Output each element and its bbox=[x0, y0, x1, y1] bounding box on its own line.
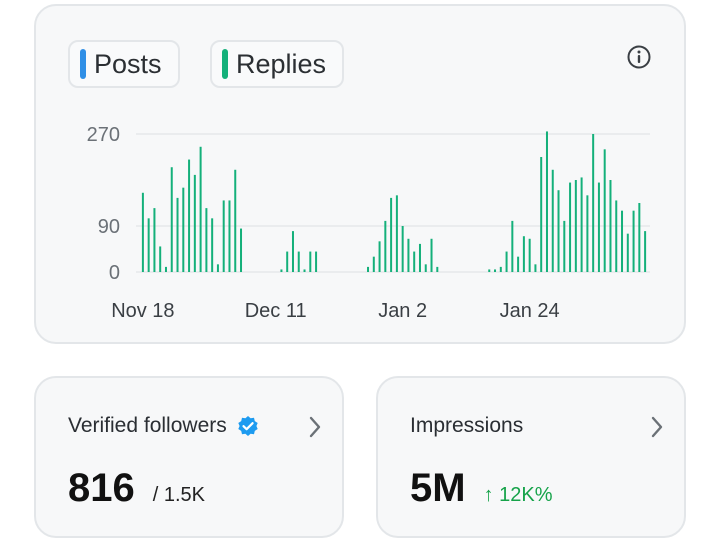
bar bbox=[280, 269, 283, 272]
y-tick-label: 270 bbox=[87, 124, 120, 146]
bar bbox=[176, 197, 179, 272]
bar-chart: 0 90 270 Nov 18 Dec 11 Jan 2 Jan 24 bbox=[87, 124, 650, 322]
bar bbox=[528, 238, 531, 272]
bar bbox=[367, 266, 370, 272]
bar bbox=[159, 246, 162, 272]
bar bbox=[597, 182, 600, 272]
bar bbox=[534, 264, 537, 272]
bar bbox=[644, 231, 647, 272]
replies-swatch bbox=[222, 49, 228, 79]
bar bbox=[372, 256, 375, 272]
bar bbox=[632, 210, 635, 272]
legend-posts[interactable]: Posts bbox=[68, 40, 180, 88]
bar bbox=[430, 238, 433, 272]
chart-card: Posts Replies 0 90 270 Nov 18 Dec 11 Jan 2 Jan… bbox=[34, 4, 686, 344]
bar bbox=[424, 264, 427, 272]
info-icon[interactable] bbox=[626, 44, 652, 70]
bar bbox=[193, 174, 196, 272]
impressions-value: 5M bbox=[410, 466, 466, 510]
bar bbox=[586, 195, 589, 272]
x-tick-label: Dec 11 bbox=[245, 300, 307, 322]
chevron-right-icon[interactable] bbox=[648, 414, 666, 440]
bar bbox=[240, 228, 243, 272]
impressions-title: Impressions bbox=[410, 414, 524, 437]
bar bbox=[199, 146, 202, 272]
bar bbox=[153, 208, 156, 272]
bar bbox=[517, 256, 520, 272]
x-tick-label: Jan 24 bbox=[500, 300, 560, 322]
legend-replies[interactable]: Replies bbox=[210, 40, 344, 88]
bar bbox=[557, 190, 560, 272]
legend-posts-label: Posts bbox=[94, 48, 162, 79]
posts-swatch bbox=[80, 49, 86, 79]
bar bbox=[234, 169, 237, 272]
followers-title: Verified followers bbox=[68, 414, 227, 437]
impressions-delta: ↑ 12K% bbox=[483, 484, 553, 506]
bar bbox=[297, 251, 300, 272]
bar bbox=[436, 266, 439, 272]
impressions-value-row: 5M ↑ 12K% bbox=[410, 466, 553, 511]
impressions-title-row: Impressions bbox=[410, 414, 523, 438]
bar bbox=[401, 226, 404, 272]
bar bbox=[488, 269, 491, 272]
bar bbox=[222, 200, 225, 272]
bar bbox=[309, 251, 312, 272]
bar bbox=[378, 241, 381, 272]
bar bbox=[147, 218, 150, 272]
bar bbox=[141, 192, 144, 272]
bar bbox=[182, 187, 185, 272]
bar bbox=[384, 220, 387, 272]
bar bbox=[499, 266, 502, 272]
followers-total: / 1.5K bbox=[152, 484, 206, 506]
bar bbox=[418, 243, 421, 272]
bar bbox=[228, 200, 231, 272]
chevron-right-icon[interactable] bbox=[306, 414, 324, 440]
bar bbox=[574, 180, 577, 272]
bar bbox=[211, 218, 214, 272]
bar bbox=[170, 167, 173, 272]
followers-title-row: Verified followers bbox=[68, 414, 259, 438]
y-tick-label: 90 bbox=[98, 216, 120, 238]
bar bbox=[395, 195, 398, 272]
bar bbox=[563, 220, 566, 272]
bar bbox=[164, 266, 167, 272]
followers-value: 816 bbox=[68, 466, 135, 510]
bar bbox=[511, 220, 514, 272]
bar bbox=[621, 210, 624, 272]
bar bbox=[615, 200, 618, 272]
bar bbox=[505, 251, 508, 272]
bar bbox=[522, 236, 525, 272]
bar bbox=[216, 264, 219, 272]
bar bbox=[303, 269, 306, 272]
y-tick-label: 0 bbox=[109, 262, 120, 284]
bar bbox=[205, 208, 208, 272]
bar bbox=[315, 251, 318, 272]
x-tick-label: Nov 18 bbox=[111, 300, 174, 322]
bar bbox=[626, 233, 629, 272]
verified-badge-icon bbox=[238, 416, 258, 436]
bar bbox=[551, 169, 554, 272]
bar bbox=[603, 149, 606, 272]
bar bbox=[286, 251, 289, 272]
bar bbox=[188, 159, 191, 272]
x-tick-label: Jan 2 bbox=[378, 300, 427, 322]
bar bbox=[545, 131, 548, 272]
verified-followers-card[interactable]: Verified followers 816 / 1.5K bbox=[34, 376, 344, 538]
followers-value-row: 816 / 1.5K bbox=[68, 466, 205, 511]
bar bbox=[592, 134, 595, 272]
bar bbox=[291, 231, 294, 272]
bar bbox=[407, 238, 410, 272]
impressions-card[interactable]: Impressions 5M ↑ 12K% bbox=[376, 376, 686, 538]
legend-replies-label: Replies bbox=[236, 48, 327, 79]
bar bbox=[494, 269, 497, 272]
bar bbox=[390, 197, 393, 272]
bar bbox=[580, 177, 583, 272]
bar bbox=[569, 182, 572, 272]
bar bbox=[413, 251, 416, 272]
bar bbox=[609, 180, 612, 272]
bar bbox=[638, 203, 641, 272]
bar bbox=[540, 157, 543, 272]
